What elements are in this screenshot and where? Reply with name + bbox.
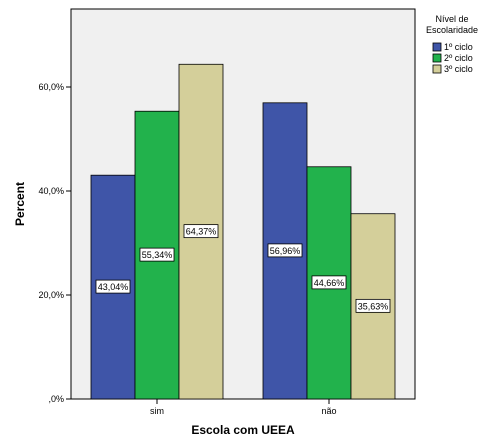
data-label: 44,66% <box>314 278 345 288</box>
data-label: 56,96% <box>270 246 301 256</box>
legend-swatch <box>432 53 442 63</box>
legend-label: 2º ciclo <box>444 53 473 63</box>
legend-swatch <box>432 42 442 52</box>
y-axis-title: Percent <box>13 182 27 226</box>
data-label-box <box>355 298 391 313</box>
bars <box>90 63 396 400</box>
data-label-box <box>267 243 303 258</box>
x-axis: sim não <box>150 399 337 416</box>
data-labels: 43,04% 55,34% 64,37% 56,96% 44,66% 35,63% <box>95 224 391 313</box>
y-tick-label: 20,0% <box>38 290 64 300</box>
data-label-box <box>183 224 219 239</box>
data-label-box <box>95 279 131 294</box>
y-tick-label: 40,0% <box>38 186 64 196</box>
x-tick-label: não <box>321 406 336 416</box>
data-label: 35,63% <box>358 301 389 311</box>
x-tick-label: sim <box>150 406 164 416</box>
legend-title-line2: Escolaridade <box>426 25 478 35</box>
data-label-box <box>311 275 347 290</box>
data-label: 55,34% <box>142 250 173 260</box>
legend-swatch <box>432 64 442 74</box>
y-axis: ,0% 20,0% 40,0% 60,0% <box>38 82 71 404</box>
data-label-box <box>139 247 175 262</box>
data-label: 43,04% <box>98 282 129 292</box>
y-tick-label: 60,0% <box>38 82 64 92</box>
data-label: 64,37% <box>186 227 217 237</box>
y-tick-label: ,0% <box>48 394 64 404</box>
legend-title-line1: Nível de <box>435 14 468 24</box>
legend-label: 1º ciclo <box>444 42 473 52</box>
legend-label: 3º ciclo <box>444 64 473 74</box>
x-axis-title: Escola com UEEA <box>191 423 295 437</box>
